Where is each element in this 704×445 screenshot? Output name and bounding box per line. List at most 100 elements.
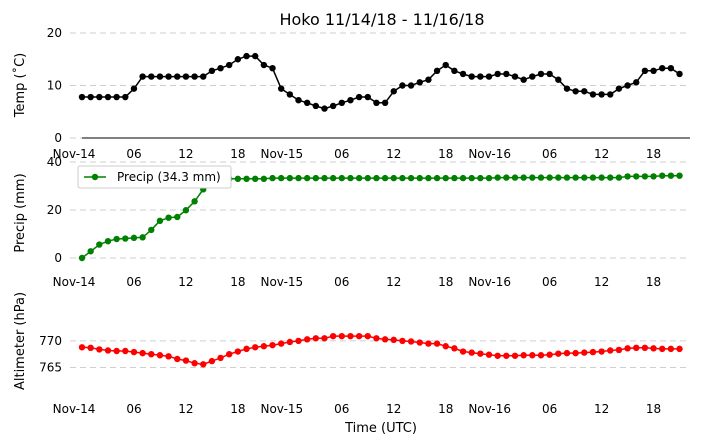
legend-marker-sample <box>91 173 99 181</box>
altimeter-point <box>286 338 294 346</box>
temperature-xtick-label: 18 <box>438 147 453 161</box>
precipitation-point <box>572 174 579 181</box>
altimeter-point <box>182 357 190 364</box>
precipitation-point <box>676 172 683 179</box>
temperature-y-axis-label: Temp (˚C) <box>12 53 28 119</box>
precipitation-point <box>234 175 242 182</box>
temperature-point <box>407 82 415 89</box>
precipitation-xtick-label: 06 <box>126 275 141 289</box>
altimeter-point <box>546 351 553 358</box>
precipitation-point <box>165 214 172 221</box>
temperature-point <box>416 79 423 86</box>
precipitation-point <box>416 174 423 182</box>
altimeter-point <box>269 341 276 349</box>
altimeter-point <box>234 348 242 355</box>
altimeter-point <box>217 354 224 362</box>
altimeter-point <box>243 345 250 353</box>
temperature-point <box>442 61 449 69</box>
precip-legend: Precip (34.3 mm) <box>77 165 232 189</box>
temperature-point <box>381 99 389 107</box>
altimeter-point <box>589 348 597 356</box>
temperature-point <box>104 93 112 101</box>
precipitation-point <box>329 174 337 182</box>
precipitation-ytick-label: 40 <box>47 155 62 169</box>
temperature-point <box>641 67 649 75</box>
legend-label: Precip (34.3 mm) <box>117 170 221 184</box>
altimeter-point <box>226 350 233 358</box>
temperature-line <box>82 55 680 110</box>
temperature-point <box>260 61 268 69</box>
precipitation-xtick-label: 18 <box>646 275 661 289</box>
altimeter-point <box>451 345 458 352</box>
precipitation-point <box>303 174 311 182</box>
temperature-point <box>234 56 242 63</box>
precipitation-point <box>87 248 94 255</box>
x-axis-label: Time (UTC) <box>344 421 417 436</box>
temperature-point <box>252 52 259 60</box>
precipitation-point <box>641 173 649 180</box>
temperature-point <box>78 93 86 101</box>
altimeter-point <box>122 347 129 355</box>
altimeter-xtick-label: 18 <box>646 402 661 416</box>
altimeter-point <box>321 335 328 342</box>
temperature-point <box>503 70 510 78</box>
temperature-point <box>624 82 631 89</box>
altimeter-point <box>442 343 449 350</box>
altimeter-point <box>529 352 536 359</box>
temperature-xtick-label: 12 <box>386 147 401 161</box>
altimeter-point <box>615 346 623 354</box>
altimeter-point <box>459 348 467 355</box>
precipitation-point <box>156 217 164 224</box>
temperature-xtick-label: Nov-16 <box>468 147 511 161</box>
chart-panels: 0 10 20 Temp (˚C) Nov-14 06 12 18 Nov-15 06 12 18 No… <box>12 26 690 416</box>
precipitation-point <box>407 174 415 182</box>
precipitation-point <box>615 174 623 181</box>
precipitation-ytick-label: 20 <box>47 203 62 217</box>
precipitation-point <box>174 213 181 221</box>
temperature-point <box>312 102 320 110</box>
temperature-point <box>217 64 224 72</box>
temperature-point <box>468 73 475 80</box>
precipitation-point <box>633 173 640 180</box>
altimeter-point <box>130 348 138 356</box>
temperature-point <box>667 64 675 72</box>
temperature-point <box>338 99 345 107</box>
precipitation-point <box>347 174 354 182</box>
altimeter-point <box>407 338 415 345</box>
precipitation-xtick-label: 12 <box>178 275 193 289</box>
temperature-point <box>347 97 354 104</box>
altimeter-point <box>433 340 441 347</box>
precipitation-xtick-label: 18 <box>438 275 453 289</box>
precipitation-point <box>286 174 294 182</box>
temperature-point <box>650 67 657 75</box>
precipitation-point <box>546 174 553 181</box>
altimeter-point <box>477 350 484 357</box>
temperature-point <box>321 105 328 112</box>
altimeter-point <box>399 337 406 345</box>
altimeter-ytick-label: 770 <box>39 334 62 348</box>
precipitation-point <box>373 174 380 182</box>
temperature-point <box>269 64 276 72</box>
temperature-point <box>581 88 588 95</box>
precipitation-point <box>390 174 397 182</box>
temperature-point <box>607 91 614 98</box>
temperature-xtick-label: Nov-14 <box>53 147 96 161</box>
precipitation-point <box>96 241 103 248</box>
altimeter-point <box>355 332 363 340</box>
altimeter-xtick-label: 18 <box>438 402 453 416</box>
altimeter-point <box>252 344 259 351</box>
precipitation-point <box>529 174 536 181</box>
temperature-ytick-label: 20 <box>47 26 62 40</box>
altimeter-point <box>667 345 675 353</box>
precipitation-point <box>650 173 657 180</box>
altimeter-point <box>468 349 475 356</box>
precipitation-xtick-label: Nov-14 <box>53 275 96 289</box>
altimeter-point <box>485 351 493 358</box>
temperature-point <box>174 73 181 80</box>
precipitation-point <box>364 174 371 182</box>
altimeter-point <box>113 347 120 355</box>
altimeter-point <box>563 349 571 357</box>
precipitation-point <box>494 174 501 181</box>
precipitation-point <box>442 174 449 182</box>
precipitation-point <box>607 174 614 181</box>
